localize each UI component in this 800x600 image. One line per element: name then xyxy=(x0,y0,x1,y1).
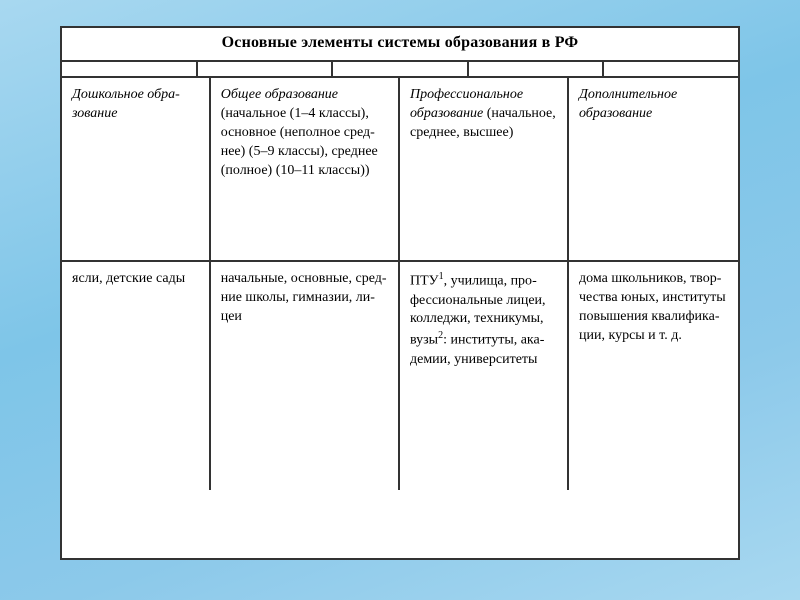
cell-r2-c3: ПТУ1, учи­лища, про­фессиональ­ные лицеи… xyxy=(400,260,569,490)
cell-r2-c4: дома школь­ников, твор­чества юных, инст… xyxy=(569,260,738,490)
cell-text: начальные, ос­новные, сред­ние школы, ги… xyxy=(221,271,387,324)
cell-heading: Дошколь­ное обра­зование xyxy=(72,87,180,121)
cell-text: ПТУ xyxy=(410,274,439,289)
cell-r1-c1: Дошколь­ное обра­зование xyxy=(62,76,211,260)
cell-text: (началь­ное (1–4 клас­сы), основное (неп… xyxy=(221,106,378,178)
connector-seg xyxy=(469,62,605,76)
cell-r2-c2: начальные, ос­новные, сред­ние школы, ги… xyxy=(211,260,400,490)
cell-text: дома школь­ников, твор­чества юных, инст… xyxy=(579,271,726,343)
cell-r1-c2: Общее образо­вание (началь­ное (1–4 клас… xyxy=(211,76,400,260)
table-grid: Дошколь­ное обра­зование Общее образо­ва… xyxy=(62,76,738,490)
cell-r2-c1: ясли, детские сады xyxy=(62,260,211,490)
cell-text: ясли, детские сады xyxy=(72,271,185,286)
education-table-panel: Основные элементы системы образования в … xyxy=(60,26,740,560)
connector-seg xyxy=(198,62,334,76)
connector-row xyxy=(62,62,738,76)
connector-seg xyxy=(333,62,469,76)
connector-seg xyxy=(604,62,738,76)
cell-heading: Общее образо­вание xyxy=(221,87,338,102)
table-title: Основные элементы системы образования в … xyxy=(62,28,738,62)
cell-heading: Дополни­тельное образование xyxy=(579,87,677,121)
connector-seg xyxy=(62,62,198,76)
cell-r1-c3: Профессио­нальное образование (начальное… xyxy=(400,76,569,260)
cell-r1-c4: Дополни­тельное образование xyxy=(569,76,738,260)
